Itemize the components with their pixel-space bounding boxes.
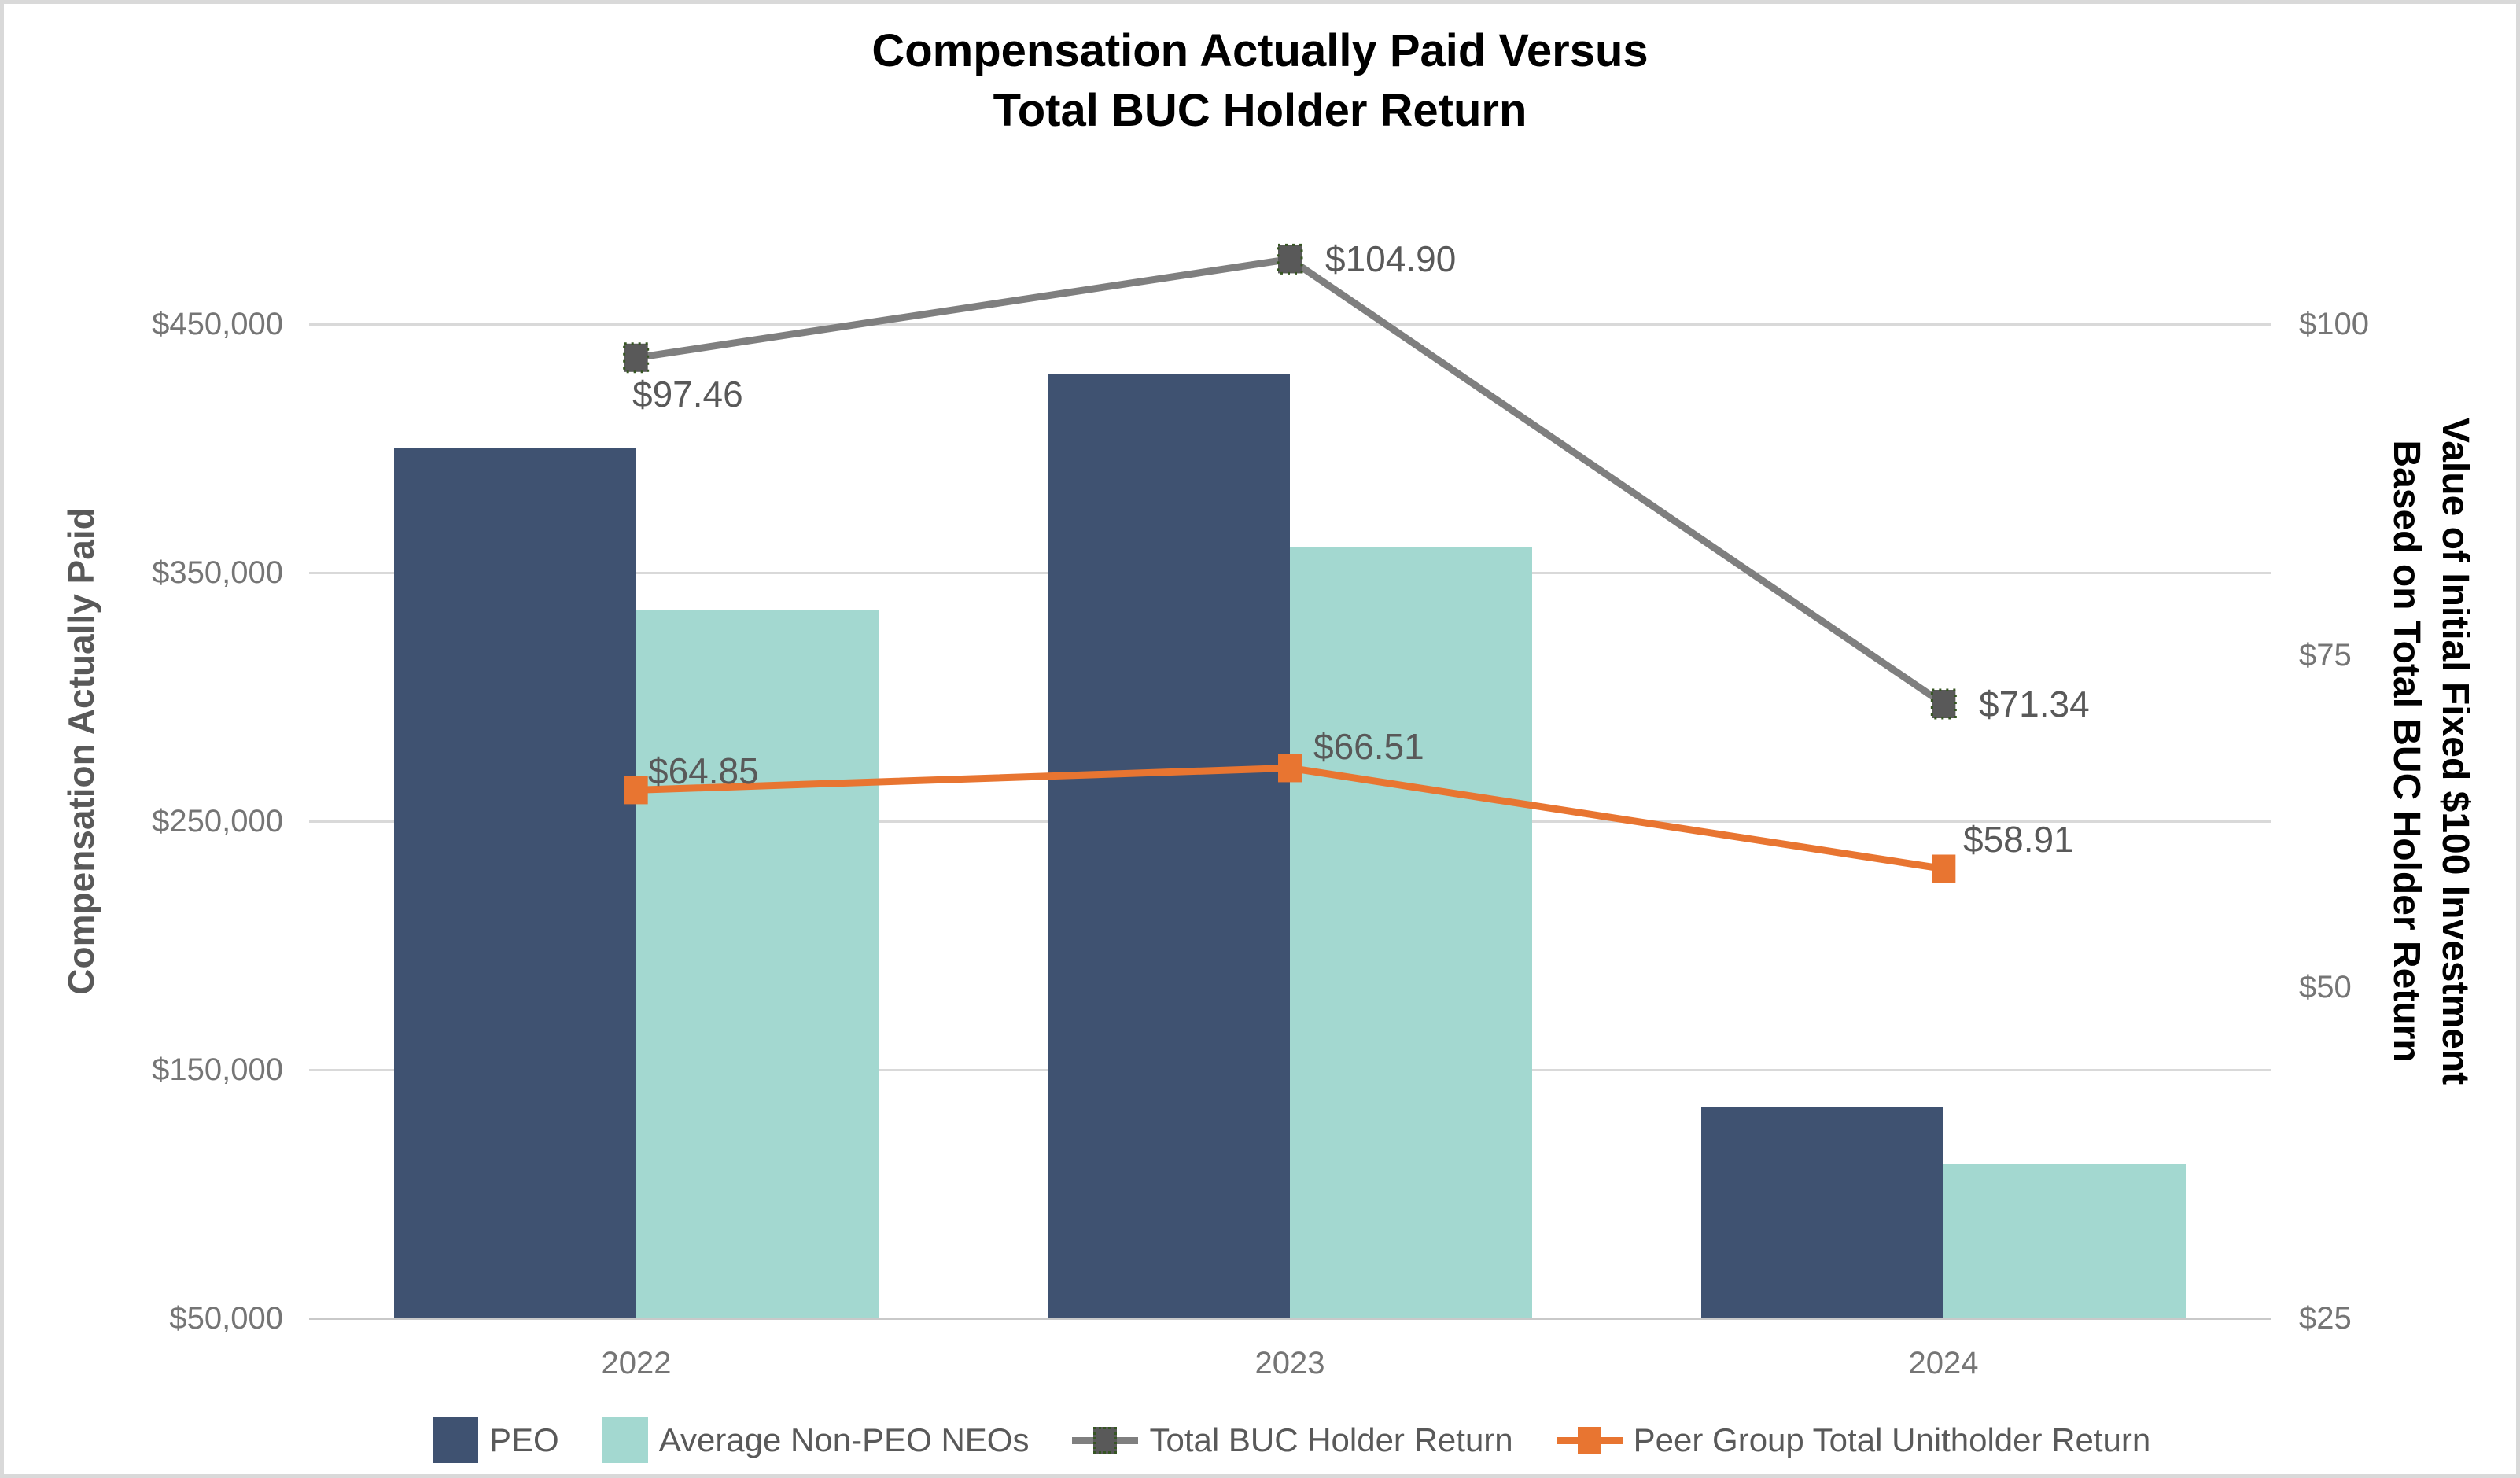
right-axis-tick-label: $50	[2299, 970, 2352, 1004]
chart-title-line1: Compensation Actually Paid Versus	[871, 25, 1649, 76]
legend-swatch-icon	[433, 1417, 478, 1463]
gridline	[309, 323, 2271, 326]
legend-item-peer-group-total-unitholder-return: Peer Group Total Unitholder Return	[1556, 1417, 2151, 1463]
data-label-peer-group-total-unitholder-return-2022: $64.85	[648, 750, 759, 791]
marker-peer-group-total-unitholder-return-2023	[1278, 754, 1302, 783]
x-axis-line	[309, 1318, 2271, 1320]
marker-total-buc-holder-return-2022	[623, 342, 650, 374]
data-label-total-buc-holder-return-2024: $71.34	[1979, 684, 2090, 724]
legend-item-average-non-peo-neos: Average Non-PEO NEOs	[602, 1417, 1030, 1463]
right-axis-tick-label: $25	[2299, 1301, 2352, 1336]
chart-title-line2: Total BUC Holder Return	[993, 85, 1527, 136]
legend-item-total-buc-holder-return: Total BUC Holder Return	[1072, 1417, 1513, 1463]
data-label-total-buc-holder-return-2023: $104.90	[1325, 238, 1457, 279]
bar-peo-2024	[1701, 1107, 1943, 1318]
left-axis-tick-label: $150,000	[152, 1052, 283, 1087]
legend-marker-icon	[1577, 1427, 1601, 1454]
x-axis-tick-label: 2024	[1908, 1346, 1979, 1380]
data-label-peer-group-total-unitholder-return-2023: $66.51	[1313, 726, 1424, 767]
legend-item-label: Peer Group Total Unitholder Return	[1633, 1421, 2151, 1458]
legend-item-label: Average Non-PEO NEOs	[658, 1421, 1030, 1458]
marker-total-buc-holder-return-2024	[1930, 688, 1957, 720]
line-total-buc-holder-return	[635, 255, 1946, 707]
legend-swatch-icon	[602, 1417, 648, 1463]
left-axis-tick-label: $350,000	[152, 555, 283, 590]
legend-marker-icon	[1093, 1427, 1118, 1454]
bar-average-non-peo-neos-2023	[1290, 547, 1532, 1318]
legend: PEO Average Non-PEO NEOs Total BUC Holder …	[433, 1416, 2150, 1465]
right-axis-tick-label: $100	[2299, 307, 2369, 341]
left-axis-tick-label: $50,000	[169, 1301, 283, 1336]
legend-line-marker-icon	[1556, 1417, 1623, 1463]
bar-peo-2023	[1048, 374, 1290, 1318]
bar-peo-2022	[394, 448, 636, 1318]
bar-average-non-peo-neos-2024	[1943, 1164, 2186, 1318]
legend-item-label: Total BUC Holder Return	[1149, 1421, 1513, 1458]
marker-peer-group-total-unitholder-return-2022	[624, 776, 648, 805]
marker-peer-group-total-unitholder-return-2024	[1932, 854, 1956, 883]
line-series-layer	[623, 243, 1957, 883]
x-axis-tick-label: 2022	[601, 1346, 672, 1380]
right-axis-tick-label: $75	[2299, 638, 2352, 673]
data-label-peer-group-total-unitholder-return-2024: $58.91	[1963, 819, 2074, 860]
left-axis-tick-label: $450,000	[152, 307, 283, 341]
bar-average-non-peo-neos-2022	[636, 610, 879, 1318]
legend-item-label: PEO	[489, 1421, 559, 1458]
line-peer-group-total-unitholder-return	[636, 764, 1945, 872]
legend-line-marker-icon	[1072, 1417, 1139, 1463]
legend-item-peo: PEO	[433, 1417, 559, 1463]
marker-total-buc-holder-return-2023	[1277, 243, 1303, 275]
left-axis-tick-label: $250,000	[152, 804, 283, 839]
x-axis-tick-label: 2023	[1254, 1346, 1325, 1380]
data-label-total-buc-holder-return-2022: $97.46	[632, 374, 743, 415]
